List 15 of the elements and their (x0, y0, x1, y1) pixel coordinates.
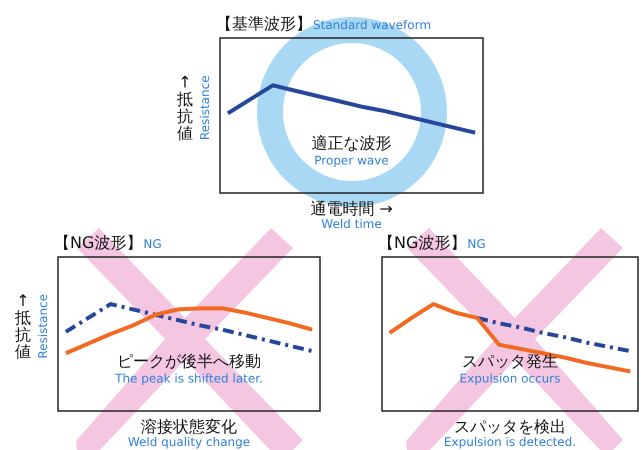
chart-subtitle: NG (467, 237, 486, 251)
annotation: Proper wave (314, 153, 389, 168)
x-axis-title: 溶接状態変化 Weld quality change (128, 417, 250, 449)
chart-subtitle: NG (143, 237, 162, 251)
chart-title: 【NG波形】 (378, 233, 466, 252)
chart-subtitle: Standard waveform (313, 18, 432, 32)
annotation: The peak is shifted later. (114, 372, 263, 386)
x-axis-title: スパッタを検出 Expulsion is detected. (444, 417, 576, 449)
annotation: スパッタ発生 (462, 352, 558, 371)
chart-title: 【基準波形】 (216, 14, 312, 33)
chart-title: 【NG波形】 (54, 233, 142, 252)
annotation: Expulsion occurs (460, 372, 560, 386)
x-axis-title: 通電時間 → Weld time (310, 199, 393, 231)
annotation: ピークが後半へ移動 (117, 352, 261, 371)
annotation: 適正な波形 (312, 133, 392, 152)
